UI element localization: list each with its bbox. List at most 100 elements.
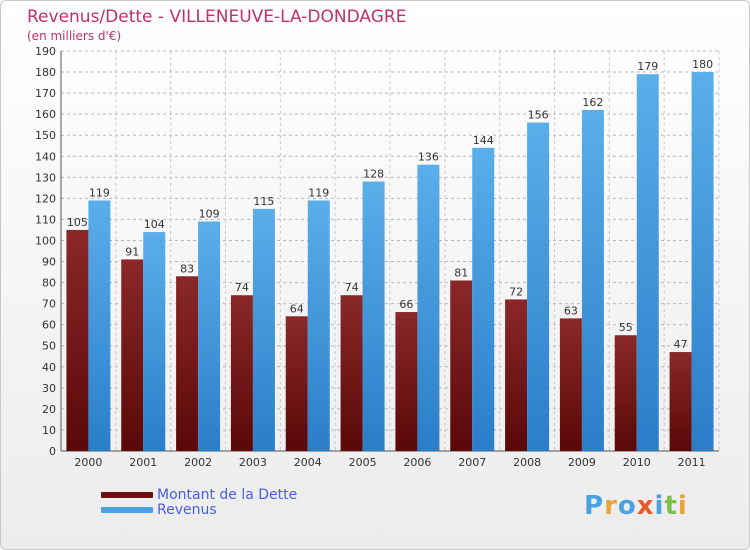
data-label-dette: 81 <box>454 266 468 279</box>
y-tick-label: 40 <box>42 361 56 374</box>
x-tick-label: 2006 <box>403 456 431 469</box>
x-tick-label: 2009 <box>568 456 596 469</box>
bar-revenus <box>527 122 550 451</box>
y-tick-label: 60 <box>42 319 56 332</box>
y-tick-label: 160 <box>35 108 56 121</box>
x-tick-label: 2007 <box>458 456 486 469</box>
data-label-revenus: 119 <box>89 186 110 199</box>
logo-letter: o <box>617 491 637 521</box>
legend-item-debt: Montant de la Dette <box>101 486 298 503</box>
data-label-revenus: 156 <box>528 109 549 122</box>
legend: Montant de la Dette Revenus <box>101 486 298 518</box>
data-label-dette: 66 <box>399 298 413 311</box>
grid-layer <box>60 50 720 452</box>
data-label-revenus: 144 <box>473 134 494 147</box>
legend-swatch-debt <box>101 491 153 498</box>
bar-dette <box>176 276 199 451</box>
legend-item-revenus: Revenus <box>101 501 297 518</box>
data-label-dette: 55 <box>619 321 633 334</box>
bar-dette <box>285 316 308 451</box>
data-label-revenus: 104 <box>144 218 165 231</box>
y-tick-label: 20 <box>42 403 56 416</box>
y-tick-label: 180 <box>35 66 56 79</box>
y-tick-label: 70 <box>42 298 56 311</box>
proxiti-logo: Proxiti <box>584 491 688 521</box>
bar-revenus <box>143 232 166 451</box>
bar-revenus <box>691 72 714 451</box>
y-tick-label: 170 <box>35 87 56 100</box>
logo-letter: x <box>636 491 655 521</box>
legend-label-revenus: Revenus <box>157 501 217 518</box>
data-label-revenus: 115 <box>253 195 274 208</box>
bar-revenus <box>417 164 440 451</box>
logo-letter: i <box>677 491 688 521</box>
logo-letter: t <box>664 491 678 521</box>
y-tick-label: 190 <box>35 45 56 58</box>
bar-dette <box>614 335 637 451</box>
bar-dette <box>505 299 528 451</box>
bar-revenus <box>198 221 221 451</box>
data-label-revenus: 119 <box>308 186 329 199</box>
chart-title: Revenus/Dette - VILLENEUVE-LA-DONDAGRE <box>27 7 407 27</box>
data-label-revenus: 136 <box>418 151 439 164</box>
bar-revenus <box>362 181 385 452</box>
bar-revenus <box>472 147 495 451</box>
y-tick-label: 80 <box>42 277 56 290</box>
bar-dette <box>121 259 144 451</box>
bar-revenus <box>307 200 330 451</box>
x-tick-label: 2008 <box>513 456 541 469</box>
y-tick-label: 10 <box>42 424 56 437</box>
data-label-dette: 63 <box>564 304 578 317</box>
data-label-revenus: 109 <box>199 208 220 221</box>
data-label-dette: 72 <box>509 285 523 298</box>
y-tick-label: 120 <box>35 192 56 205</box>
y-tick-label: 110 <box>35 213 56 226</box>
y-tick-label: 130 <box>35 171 56 184</box>
x-tick-label: 2010 <box>623 456 651 469</box>
data-label-revenus: 179 <box>637 60 658 73</box>
y-tick-label: 0 <box>49 445 56 458</box>
bar-dette <box>340 295 363 451</box>
data-label-dette: 47 <box>674 338 688 351</box>
data-label-revenus: 128 <box>363 168 384 181</box>
data-label-dette: 91 <box>125 245 139 258</box>
bar-revenus <box>88 200 111 451</box>
data-label-revenus: 162 <box>582 96 603 109</box>
x-tick-label: 2004 <box>294 456 322 469</box>
bar-dette <box>66 229 89 451</box>
chart-subtitle: (en milliers d'€) <box>27 29 122 43</box>
bar-dette <box>395 312 418 451</box>
y-tick-label: 90 <box>42 256 56 269</box>
bar-dette <box>450 280 473 451</box>
label-layer: 0 10 20 30 40 50 60 70 80 90 100 110 120 130 140 150 160… <box>35 45 713 469</box>
data-label-dette: 64 <box>290 302 304 315</box>
data-label-dette: 105 <box>67 216 88 229</box>
y-tick-label: 30 <box>42 382 56 395</box>
x-tick-label: 2000 <box>74 456 102 469</box>
data-label-dette: 74 <box>345 281 359 294</box>
y-tick-label: 50 <box>42 340 56 353</box>
y-tick-label: 150 <box>35 129 56 142</box>
x-tick-label: 2003 <box>239 456 267 469</box>
y-tick-label: 140 <box>35 150 56 163</box>
data-label-dette: 74 <box>235 281 249 294</box>
logo-letter: i <box>654 491 665 521</box>
logo-letter: P <box>584 491 605 521</box>
x-tick-label: 2001 <box>129 456 157 469</box>
x-tick-label: 2002 <box>184 456 212 469</box>
legend-label-debt: Montant de la Dette <box>157 486 298 503</box>
logo-letter: r <box>604 491 618 521</box>
x-tick-label: 2005 <box>349 456 377 469</box>
bar-layer <box>66 72 714 452</box>
bar-dette <box>230 295 253 451</box>
data-label-dette: 83 <box>180 262 194 275</box>
legend-swatch-revenus <box>101 506 153 513</box>
bar-dette <box>669 352 692 451</box>
bar-revenus <box>636 74 659 451</box>
x-tick-label: 2011 <box>678 456 706 469</box>
bar-revenus <box>252 208 275 451</box>
bar-revenus <box>581 109 604 452</box>
bar-dette <box>559 318 582 451</box>
